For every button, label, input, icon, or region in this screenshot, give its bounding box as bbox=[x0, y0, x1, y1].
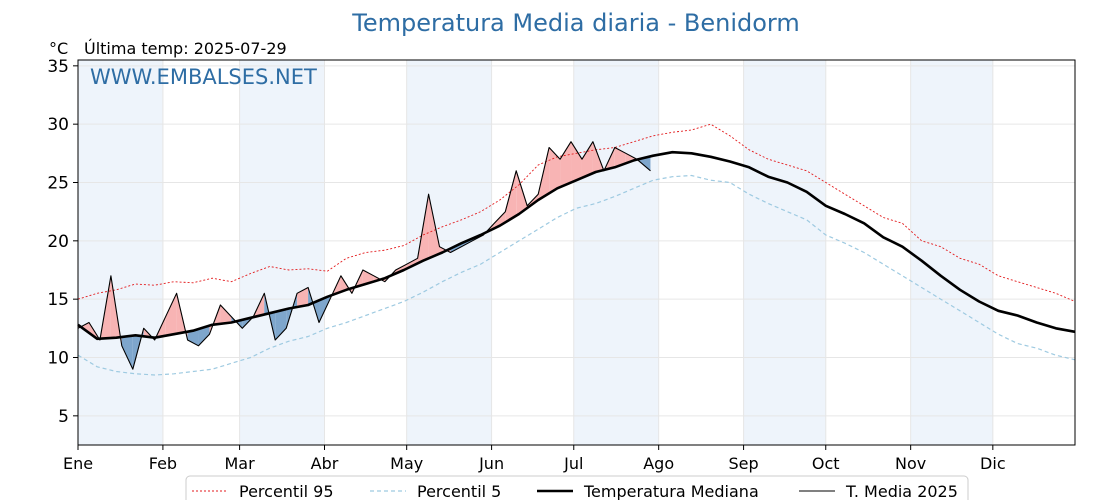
fill-below-median bbox=[198, 325, 210, 346]
x-tick-label-oct: Oct bbox=[812, 454, 840, 473]
x-axis: Ene Feb Mar Abr May Jun Jul Ago Sep Oct Nov Dic bbox=[63, 445, 1006, 473]
fill-below-median bbox=[121, 335, 133, 370]
last-temp-label: Última temp: 2025-07-29 bbox=[84, 39, 287, 58]
series-lines bbox=[77, 123, 1076, 376]
month-shading bbox=[78, 60, 993, 445]
x-tick-label-ago: Ago bbox=[643, 454, 674, 473]
watermark-text: WWW.EMBALSES.NET bbox=[90, 65, 317, 89]
legend-label-current: T. Media 2025 bbox=[845, 482, 958, 500]
month-band-nov bbox=[910, 60, 993, 445]
legend-box bbox=[185, 475, 969, 500]
fill-below-median bbox=[187, 329, 199, 346]
fill-above-median bbox=[516, 170, 528, 216]
month-band-ene bbox=[78, 60, 163, 445]
chart-title: Temperatura Media diaria - Benidorm bbox=[351, 9, 799, 37]
y-tick-label: 10 bbox=[47, 349, 69, 369]
x-tick-label-jul: Jul bbox=[563, 454, 583, 473]
x-tick-label-sep: Sep bbox=[729, 454, 759, 473]
x-tick-label-jun: Jun bbox=[478, 454, 504, 473]
series-line-current bbox=[77, 141, 651, 370]
series-line-median bbox=[77, 150, 1076, 341]
series-line-p95 bbox=[77, 123, 1076, 302]
x-tick-label-mar: Mar bbox=[225, 454, 256, 473]
x-tick-label-dic: Dic bbox=[980, 454, 1006, 473]
series-line-p5 bbox=[77, 174, 1076, 376]
month-band-jul bbox=[573, 60, 659, 445]
month-band-sep bbox=[743, 60, 826, 445]
x-tick-label-may: May bbox=[390, 454, 423, 473]
fill-above-median bbox=[220, 305, 232, 324]
grid-lines bbox=[77, 60, 1075, 445]
fill-above-median bbox=[165, 293, 177, 336]
legend-label-p95: Percentil 95 bbox=[239, 482, 334, 500]
y-tick-label: 30 bbox=[47, 115, 69, 135]
y-tick-label: 5 bbox=[58, 407, 69, 427]
x-tick-label-feb: Feb bbox=[149, 454, 177, 473]
fill-above-median bbox=[571, 141, 582, 183]
y-axis: 5 10 15 20 25 30 35 bbox=[47, 57, 78, 427]
y-tick-label: 20 bbox=[47, 232, 69, 252]
fill-below-median bbox=[264, 293, 276, 340]
y-tick-label: 15 bbox=[47, 290, 69, 310]
legend-label-median: Temperatura Mediana bbox=[583, 482, 759, 500]
fill-above-median bbox=[494, 211, 506, 229]
fill-above-median bbox=[505, 170, 517, 223]
y-tick-label: 25 bbox=[47, 174, 69, 194]
fill-below-median bbox=[308, 287, 320, 323]
legend: Percentil 95 Percentil 5 Temperatura Media… bbox=[185, 475, 969, 500]
legend-label-p5: Percentil 5 bbox=[417, 482, 501, 500]
fill-above-median bbox=[428, 194, 440, 259]
fill-above-median bbox=[560, 141, 572, 188]
x-tick-label-abr: Abr bbox=[311, 454, 339, 473]
fill-above-median bbox=[625, 153, 637, 164]
fill-below-median bbox=[275, 309, 287, 340]
month-band-mar bbox=[239, 60, 325, 445]
fill-above-median bbox=[549, 147, 561, 194]
x-tick-label-nov: Nov bbox=[895, 454, 926, 473]
plot-frame bbox=[77, 59, 1076, 446]
y-unit-label: °C bbox=[49, 39, 68, 58]
x-tick-label-ene: Ene bbox=[63, 454, 93, 473]
fill-above-median bbox=[581, 141, 593, 178]
y-tick-label: 35 bbox=[47, 57, 69, 77]
